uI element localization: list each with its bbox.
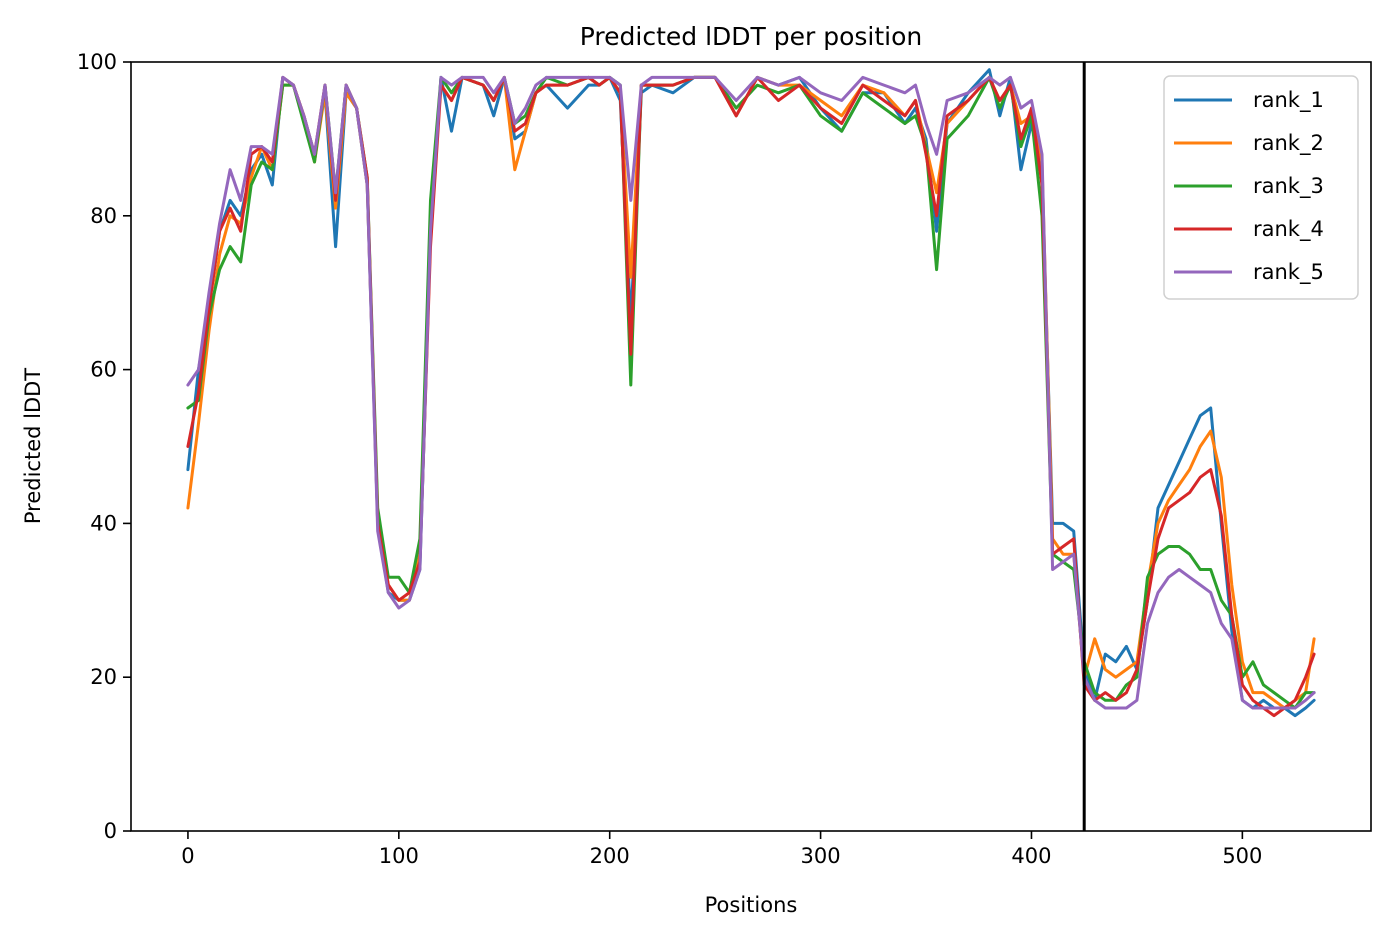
y-tick-label: 60 xyxy=(90,358,117,382)
y-tick-label: 0 xyxy=(104,819,117,843)
plot-frame xyxy=(130,61,1372,832)
x-axis-label: Positions xyxy=(705,893,798,917)
x-tick-label: 0 xyxy=(181,844,194,868)
y-tick-label: 100 xyxy=(77,50,117,74)
x-tick-label: 400 xyxy=(1011,844,1051,868)
y-tick-label: 40 xyxy=(90,511,117,535)
x-tick-label: 300 xyxy=(801,844,841,868)
y-axis: 0 20 40 60 80 100 xyxy=(77,50,131,843)
legend-label-rank_5: rank_5 xyxy=(1253,260,1324,285)
legend: rank_1 rank_2 rank_3 rank_4 rank_5 xyxy=(1163,75,1359,300)
legend-box xyxy=(1163,75,1359,300)
x-tick-label: 500 xyxy=(1222,844,1262,868)
y-tick-label: 80 xyxy=(90,204,117,228)
x-axis: 0 100 200 300 400 500 xyxy=(181,831,1262,868)
legend-label-rank_3: rank_3 xyxy=(1253,174,1324,199)
legend-label-rank_2: rank_2 xyxy=(1253,131,1324,156)
series-layer xyxy=(186,68,1316,718)
legend-label-rank_4: rank_4 xyxy=(1253,217,1324,242)
series-line-5 xyxy=(186,75,1316,710)
y-axis-label: Predicted lDDT xyxy=(21,368,45,524)
y-tick-label: 20 xyxy=(90,665,117,689)
x-tick-label: 100 xyxy=(379,844,419,868)
chart-title: Predicted lDDT per position xyxy=(580,22,922,51)
legend-label-rank_1: rank_1 xyxy=(1253,88,1324,113)
x-tick-label: 200 xyxy=(590,844,630,868)
